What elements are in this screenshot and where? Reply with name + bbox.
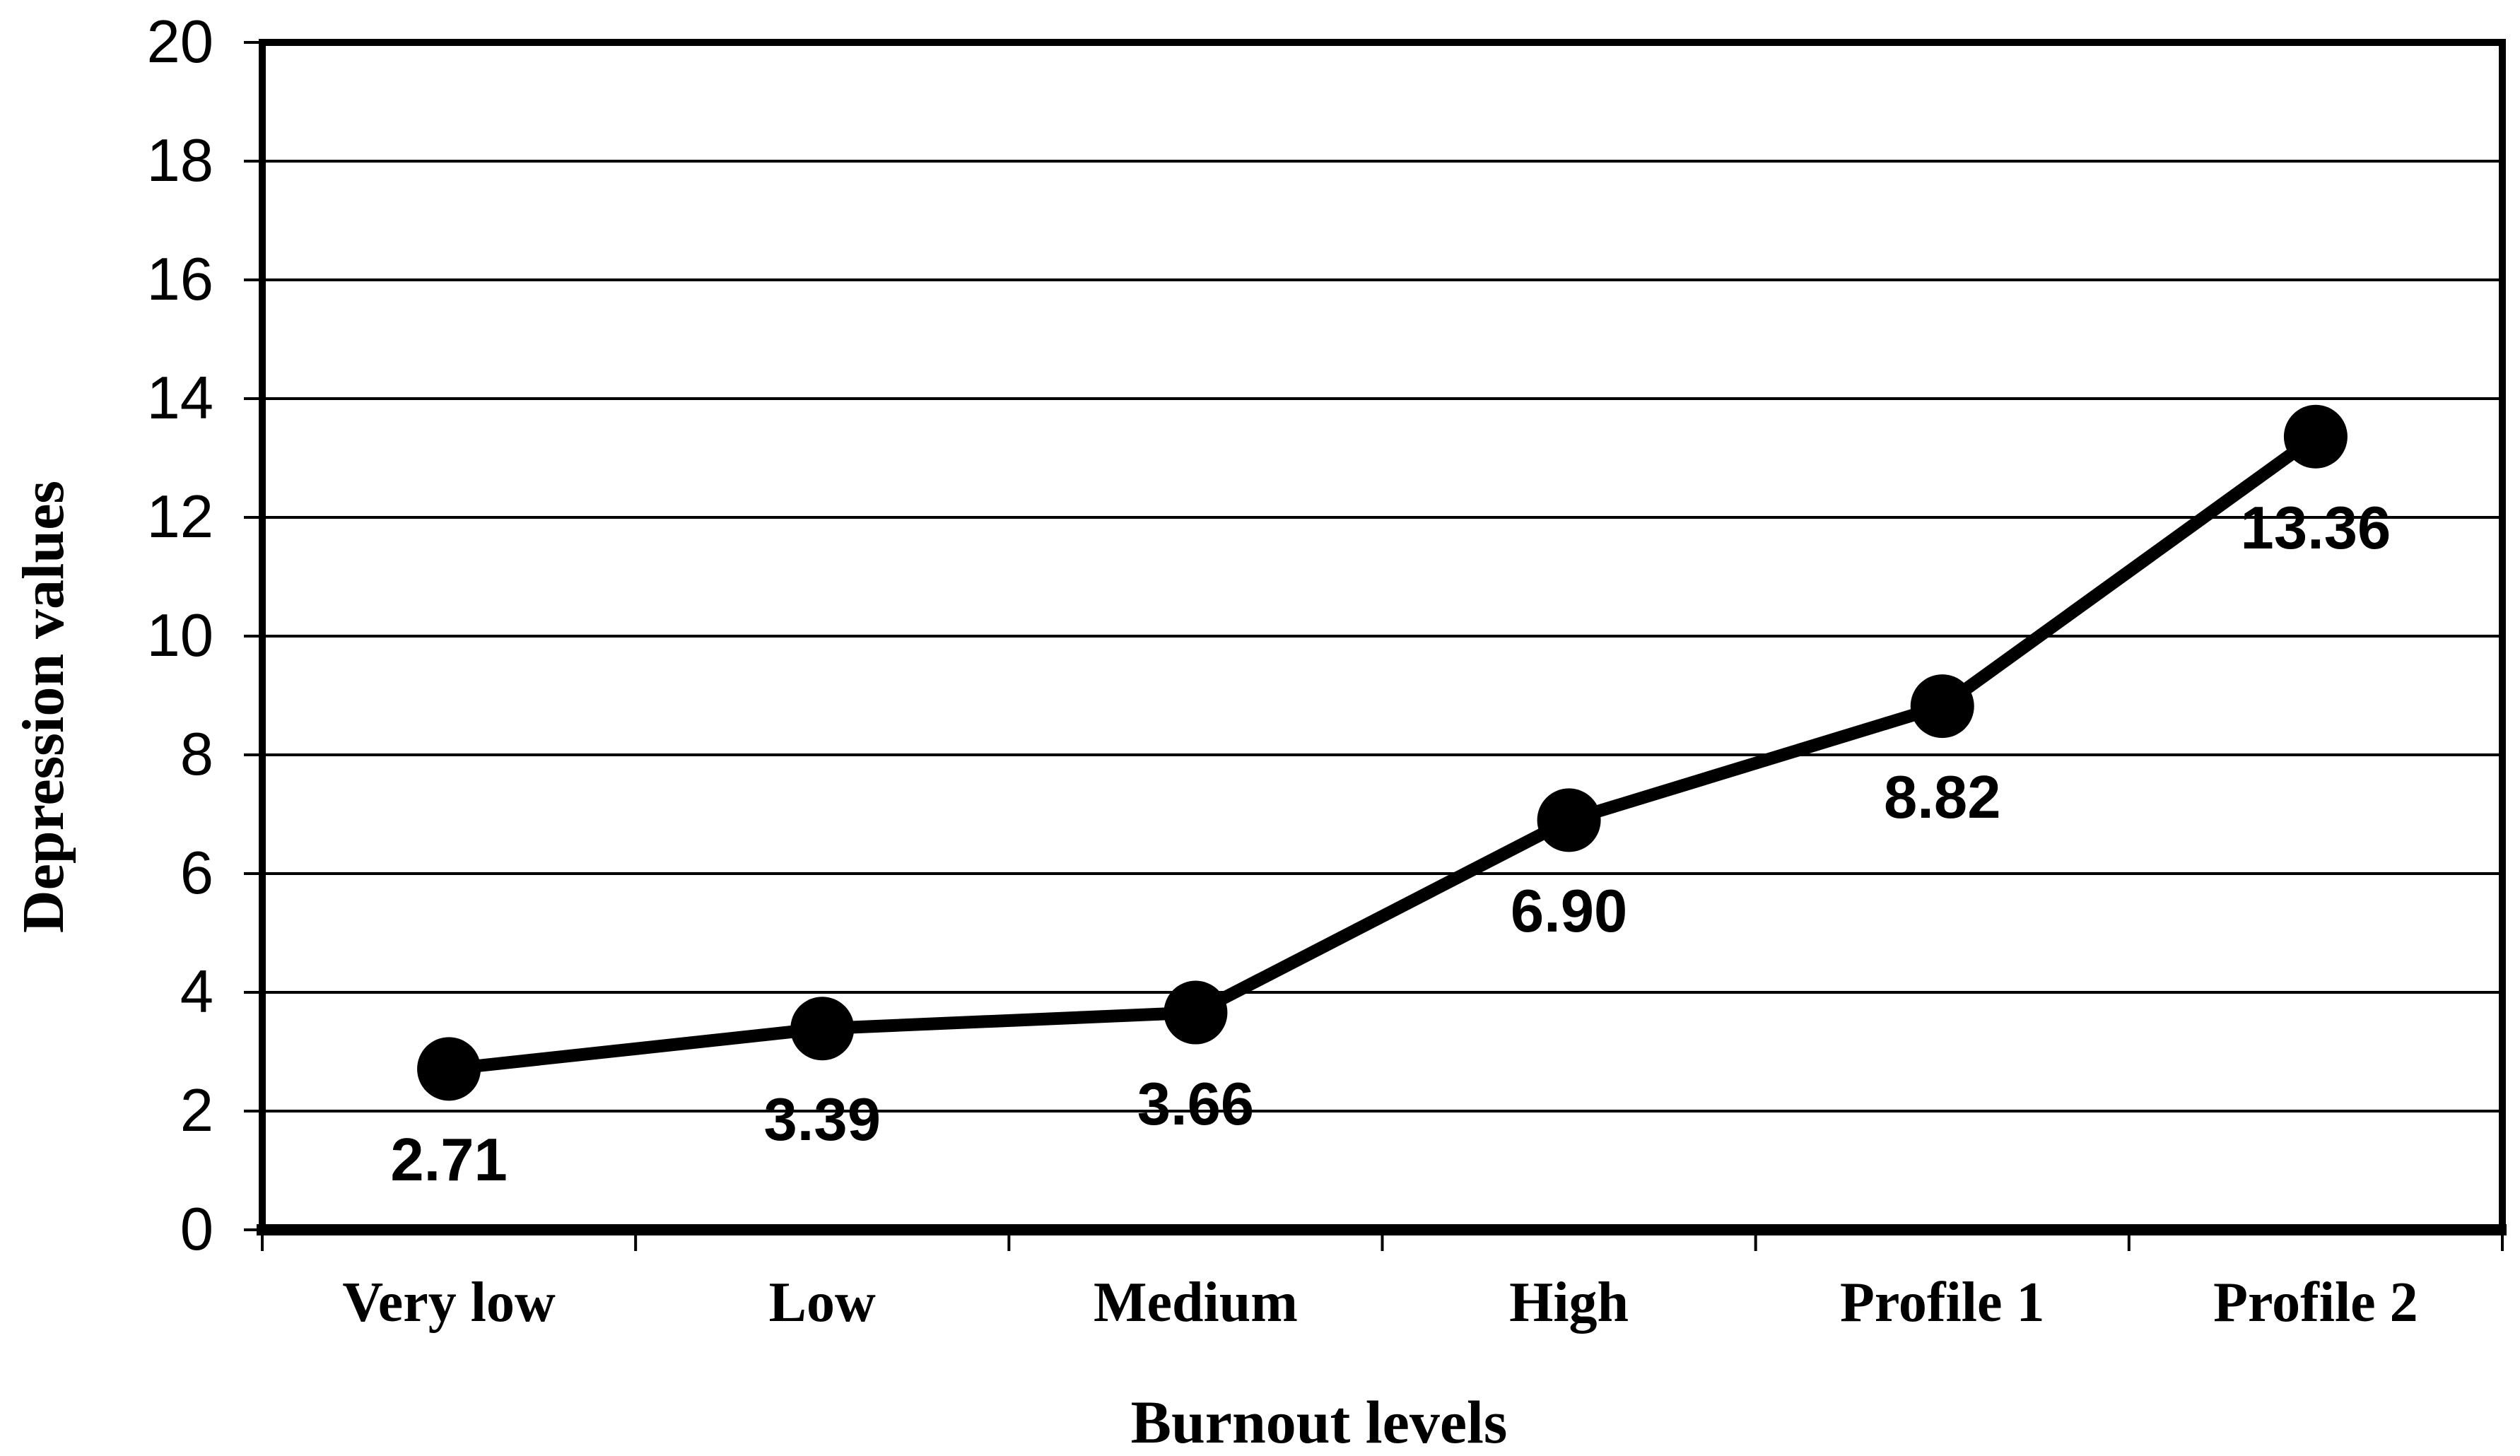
x-category-label: Low bbox=[768, 1272, 876, 1334]
data-point-marker bbox=[1537, 788, 1601, 852]
y-tick-label: 20 bbox=[146, 8, 213, 76]
data-point-label: 8.82 bbox=[1884, 764, 2001, 832]
y-tick-label: 14 bbox=[146, 365, 213, 432]
data-point-marker bbox=[2283, 404, 2348, 469]
y-tick-label: 18 bbox=[146, 127, 213, 194]
data-point-label: 3.39 bbox=[763, 1086, 881, 1154]
y-tick-label: 4 bbox=[180, 958, 213, 1026]
y-tick-label: 8 bbox=[180, 721, 213, 788]
x-category-label: Very low bbox=[342, 1272, 556, 1334]
y-tick-label: 0 bbox=[180, 1196, 213, 1263]
y-tick-label: 10 bbox=[146, 602, 213, 669]
y-tick-label: 2 bbox=[180, 1077, 213, 1144]
data-point-label: 6.90 bbox=[1510, 878, 1628, 946]
y-axis-title: Depression values bbox=[11, 480, 76, 934]
x-axis-title: Burnout levels bbox=[1130, 1388, 1508, 1456]
x-category-label: Profile 1 bbox=[1839, 1272, 2045, 1334]
x-category-label: Profile 2 bbox=[2213, 1272, 2418, 1334]
data-point-label: 2.71 bbox=[390, 1127, 508, 1194]
data-point-label: 13.36 bbox=[2240, 494, 2391, 562]
x-category-label: Medium bbox=[1093, 1272, 1298, 1334]
x-category-label: High bbox=[1509, 1272, 1629, 1334]
data-point-marker bbox=[417, 1037, 481, 1101]
data-point-marker bbox=[1164, 980, 1228, 1045]
data-point-marker bbox=[790, 997, 855, 1061]
y-tick-label: 12 bbox=[146, 483, 213, 551]
y-tick-label: 6 bbox=[180, 840, 213, 907]
data-line bbox=[448, 431, 2320, 1076]
y-tick-label: 16 bbox=[146, 246, 213, 313]
data-point-label: 3.66 bbox=[1137, 1070, 1255, 1138]
data-point-marker bbox=[1910, 674, 1974, 739]
